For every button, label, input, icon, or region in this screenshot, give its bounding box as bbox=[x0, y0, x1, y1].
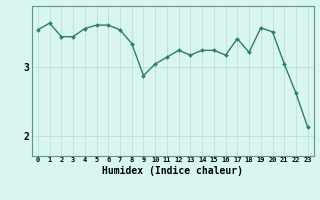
X-axis label: Humidex (Indice chaleur): Humidex (Indice chaleur) bbox=[102, 166, 243, 176]
